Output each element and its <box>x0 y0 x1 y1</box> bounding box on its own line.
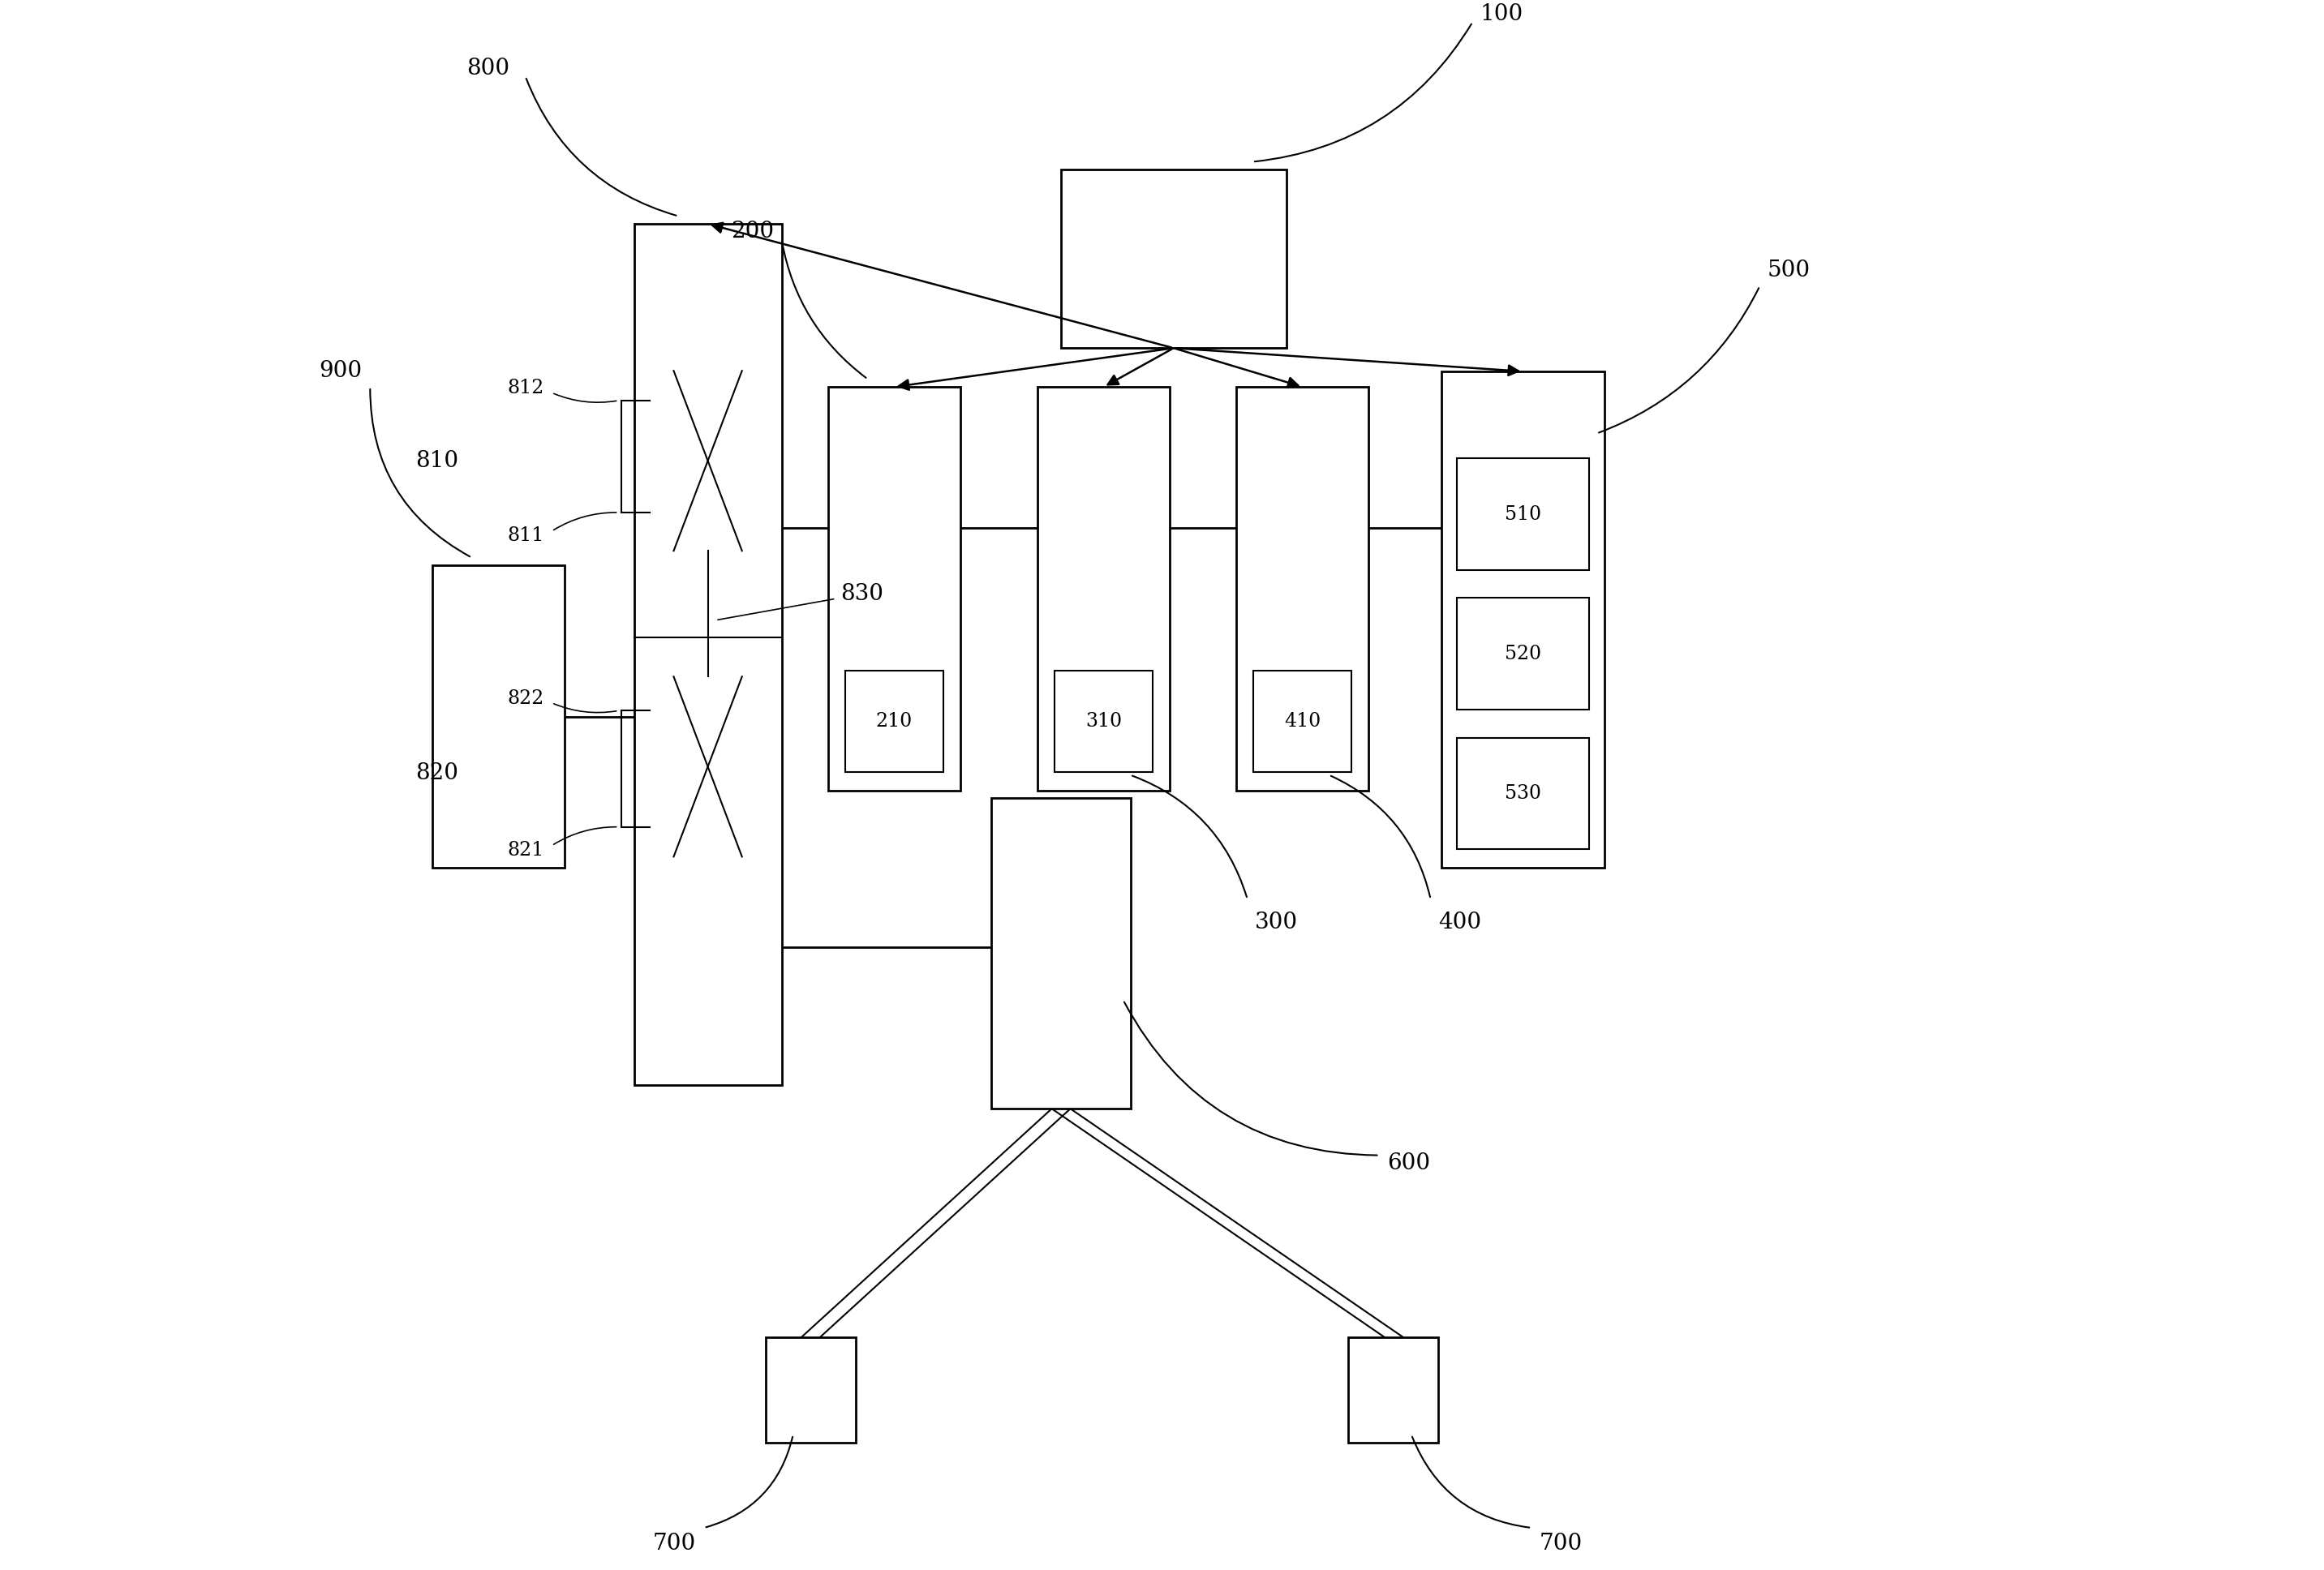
Text: 811: 811 <box>507 526 544 545</box>
Bar <box>1457 598 1590 710</box>
Text: 822: 822 <box>507 689 544 708</box>
Bar <box>1457 738 1590 849</box>
Bar <box>992 798 1132 1108</box>
Bar <box>1236 386 1369 790</box>
Bar <box>1253 670 1353 772</box>
Bar <box>1348 1338 1439 1443</box>
Text: 300: 300 <box>1255 912 1299 934</box>
Bar <box>846 670 944 772</box>
Bar <box>1039 386 1169 790</box>
Text: 700: 700 <box>1538 1532 1583 1554</box>
Text: 310: 310 <box>1085 713 1122 730</box>
Text: 810: 810 <box>416 451 458 473</box>
Text: 400: 400 <box>1439 912 1480 934</box>
Text: 800: 800 <box>467 58 509 80</box>
Text: 830: 830 <box>841 584 883 606</box>
Bar <box>432 565 565 868</box>
Bar <box>1457 458 1590 570</box>
Text: 520: 520 <box>1504 645 1541 663</box>
Text: 100: 100 <box>1480 3 1525 25</box>
Bar <box>634 225 781 1085</box>
Text: 410: 410 <box>1285 713 1320 730</box>
Text: 820: 820 <box>416 763 458 785</box>
Text: 812: 812 <box>507 378 544 397</box>
Text: 900: 900 <box>318 361 363 383</box>
Text: 600: 600 <box>1387 1152 1429 1174</box>
Text: 210: 210 <box>876 713 913 730</box>
Text: 821: 821 <box>507 842 544 859</box>
Text: 500: 500 <box>1769 259 1810 281</box>
Bar <box>1441 372 1604 868</box>
Text: 200: 200 <box>730 221 774 243</box>
Text: 530: 530 <box>1504 785 1541 802</box>
Bar <box>827 386 960 790</box>
Bar <box>1062 170 1285 349</box>
Bar <box>767 1338 855 1443</box>
Text: 510: 510 <box>1504 506 1541 523</box>
Text: 700: 700 <box>653 1532 697 1554</box>
Bar <box>1055 670 1153 772</box>
